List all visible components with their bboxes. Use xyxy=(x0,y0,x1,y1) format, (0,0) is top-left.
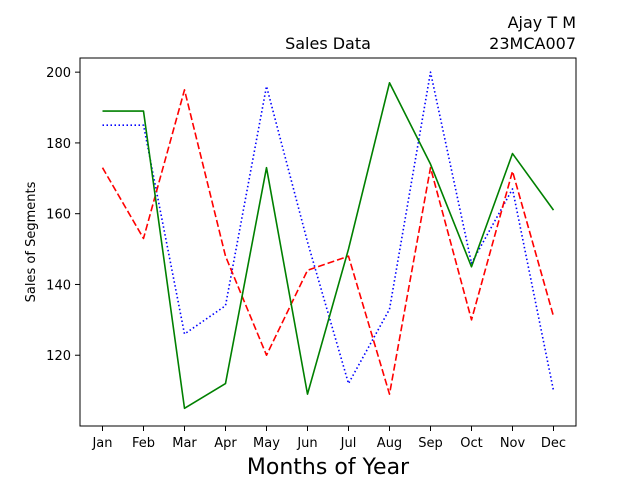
y-tick-label: 200 xyxy=(46,66,71,81)
plot-frame xyxy=(79,57,577,427)
series-line-3 xyxy=(102,81,555,410)
plot-lines xyxy=(101,71,555,410)
series-line-2 xyxy=(101,89,555,395)
x-tick-label: Apr xyxy=(214,436,237,451)
x-tick-label: Oct xyxy=(460,436,482,451)
x-tick-label: Feb xyxy=(132,436,155,451)
x-tick-label: Jan xyxy=(91,436,112,451)
x-tick-label: May xyxy=(253,436,280,451)
author-id: 23MCA007 xyxy=(489,34,576,53)
x-tick-label: Aug xyxy=(377,436,402,451)
y-tick-label: 120 xyxy=(46,349,71,364)
x-tick-label: Dec xyxy=(541,436,566,451)
x-tick-label: Jul xyxy=(340,436,357,451)
x-tick-label: Sep xyxy=(418,436,443,451)
y-tick-label: 160 xyxy=(46,208,71,223)
x-tick-label: Nov xyxy=(500,436,526,451)
x-tick-label: Jun xyxy=(296,436,317,451)
x-axis-ticks: Jan Feb Mar Apr May Jun Jul Aug Sep Oct Nov Dec xyxy=(91,426,566,451)
y-tick-label: 140 xyxy=(46,278,71,293)
x-axis-label: Months of Year xyxy=(247,455,410,480)
y-tick-label: 180 xyxy=(46,137,71,152)
author-name: Ajay T M xyxy=(508,13,576,32)
y-axis-label: Sales of Segments xyxy=(24,181,39,302)
series-line-1 xyxy=(102,71,555,391)
y-axis-ticks: 120 140 160 180 200 xyxy=(46,66,80,364)
x-tick-label: Mar xyxy=(172,436,197,451)
chart-title: Sales Data xyxy=(285,34,371,53)
